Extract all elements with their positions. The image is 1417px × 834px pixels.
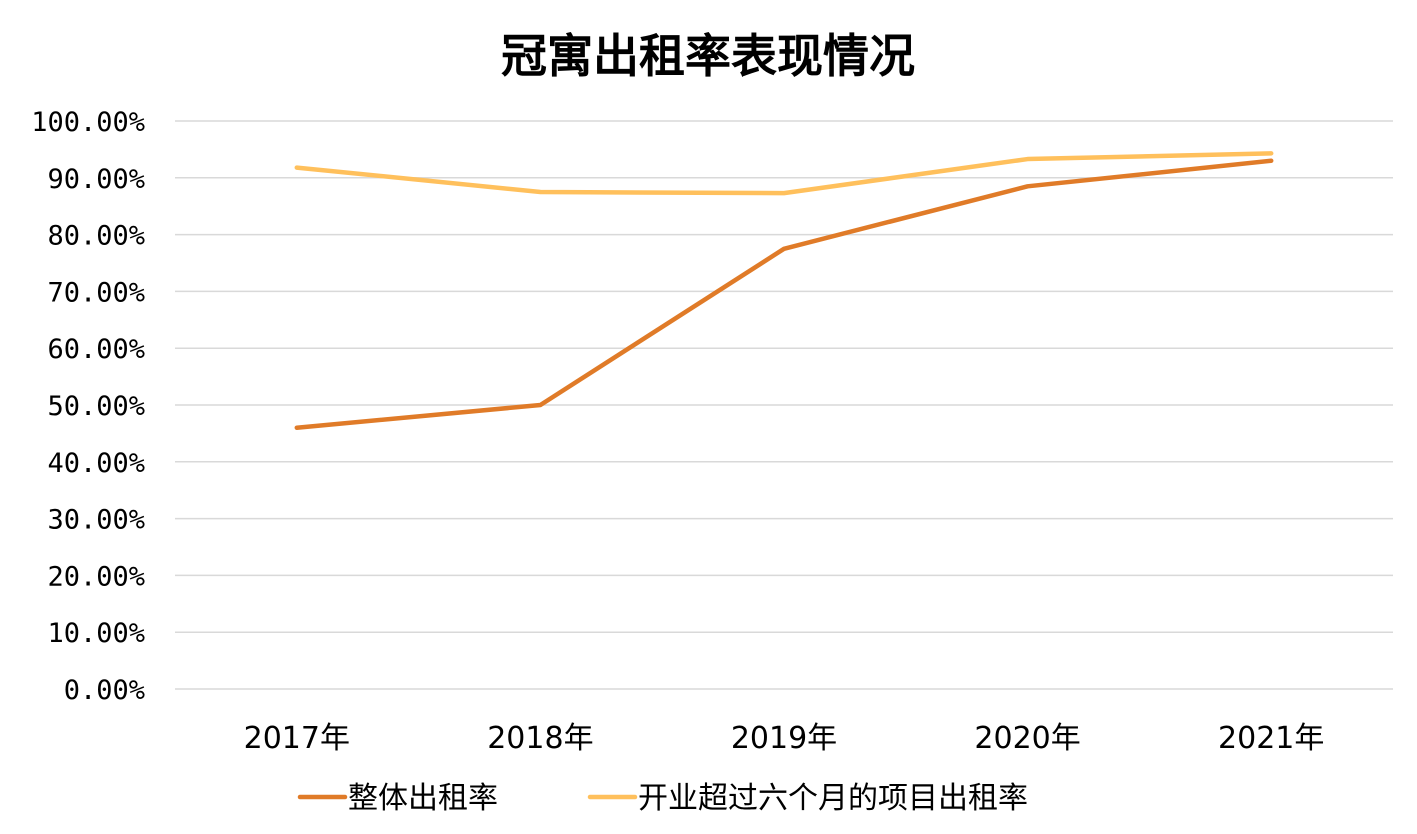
grid-lines bbox=[175, 120, 1393, 690]
data-point bbox=[1270, 152, 1272, 154]
data-point bbox=[296, 167, 298, 169]
data-point bbox=[539, 404, 541, 406]
legend-label: 开业超过六个月的项目出租率 bbox=[638, 781, 1028, 816]
legend-label: 整体出租率 bbox=[348, 781, 498, 816]
x-axis-tick-labels: 2017年 2018年 2019年 2020年 2021年 bbox=[244, 721, 1325, 756]
y-tick-label: 90.00% bbox=[47, 164, 145, 195]
y-tick-label: 70.00% bbox=[47, 277, 145, 308]
y-tick-label: 0.00% bbox=[64, 675, 145, 706]
y-tick-label: 100.00% bbox=[31, 107, 145, 138]
x-tick-label: 2017年 bbox=[244, 721, 350, 756]
data-point bbox=[783, 248, 785, 250]
y-axis-tick-labels: 0.00% 10.00% 20.00% 30.00% 40.00% 50.00% 60.00… bbox=[31, 107, 145, 706]
y-tick-label: 80.00% bbox=[47, 221, 145, 252]
series-line-1 bbox=[294, 158, 1274, 430]
legend-item: 开业超过六个月的项目出租率 bbox=[587, 781, 1028, 816]
y-tick-label: 50.00% bbox=[47, 391, 145, 422]
x-tick-label: 2018年 bbox=[487, 721, 593, 756]
data-point bbox=[1027, 158, 1029, 160]
x-tick-label: 2019年 bbox=[731, 721, 837, 756]
data-point bbox=[1027, 185, 1029, 187]
series-line-2 bbox=[294, 151, 1274, 196]
legend-item: 整体出租率 bbox=[297, 781, 498, 816]
x-tick-label: 2021年 bbox=[1218, 721, 1324, 756]
x-tick-label: 2020年 bbox=[974, 721, 1080, 756]
y-tick-label: 30.00% bbox=[47, 505, 145, 536]
legend: 整体出租率 开业超过六个月的项目出租率 bbox=[297, 781, 1028, 816]
y-tick-label: 60.00% bbox=[47, 334, 145, 365]
data-point bbox=[783, 192, 785, 194]
chart-title: 冠寓出租率表现情况 bbox=[501, 29, 915, 83]
data-point bbox=[1270, 160, 1272, 162]
y-tick-label: 20.00% bbox=[47, 561, 145, 592]
data-point bbox=[539, 191, 541, 193]
y-tick-label: 10.00% bbox=[47, 618, 145, 649]
y-tick-label: 40.00% bbox=[47, 448, 145, 479]
data-point bbox=[296, 427, 298, 429]
series-lines bbox=[294, 151, 1274, 430]
